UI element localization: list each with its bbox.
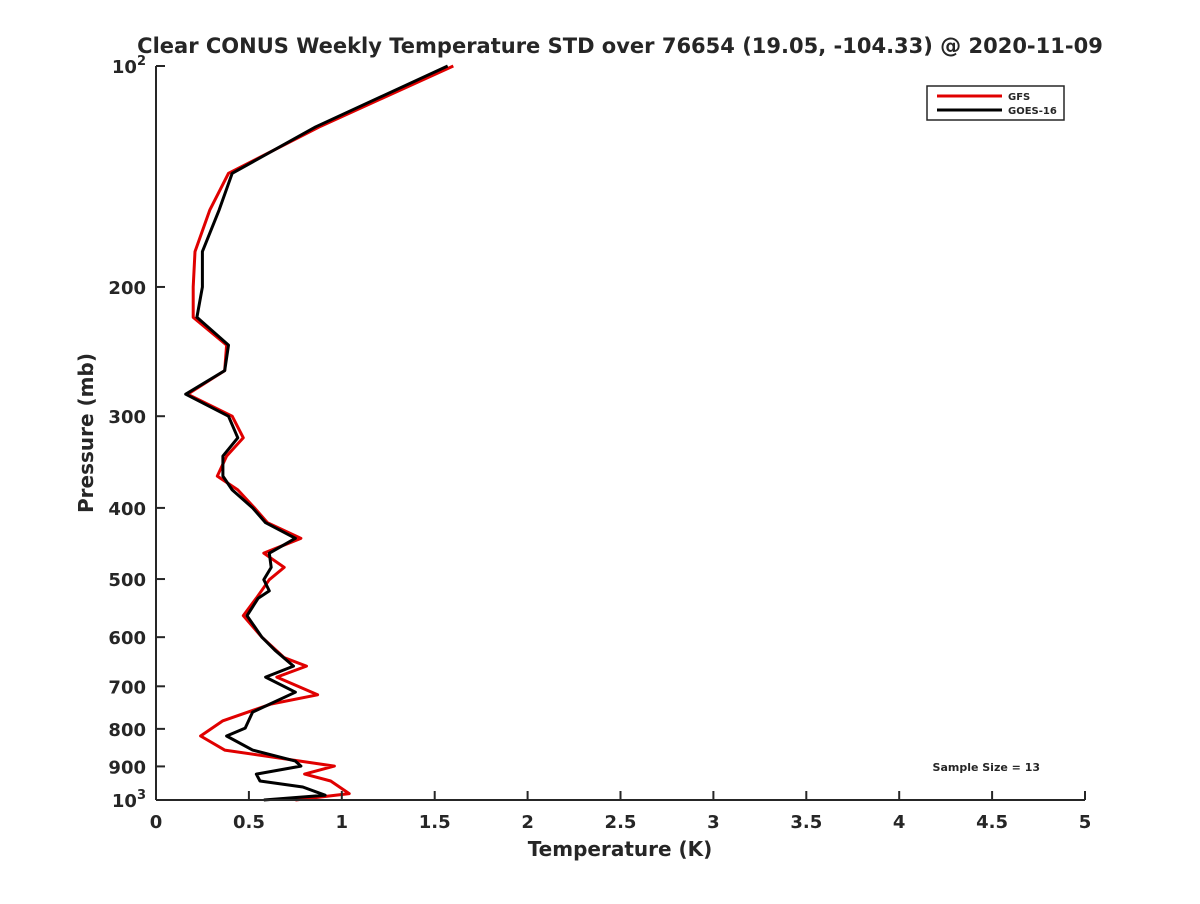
x-tick-label: 4: [893, 812, 906, 833]
legend-label-gfs: GFS: [1008, 92, 1030, 103]
x-tick-label: 4.5: [976, 812, 1008, 833]
y-tick-label: 300: [108, 407, 146, 428]
legend-box: [926, 85, 1065, 121]
y-tick-label: 800: [108, 720, 146, 741]
series-line-goes16: [184, 64, 449, 802]
y-tick-label: 600: [108, 628, 146, 649]
x-tick-label: 3.5: [790, 812, 822, 833]
x-tick-label: 2: [521, 812, 534, 833]
x-tick-label: 0.5: [233, 812, 265, 833]
y-tick-label: 400: [108, 499, 146, 520]
y-axis-label: Pressure (mb): [74, 353, 98, 513]
series-line-gfs: [186, 64, 454, 802]
y-tick-label: 500: [108, 570, 146, 591]
series-layer: [184, 64, 454, 802]
y-tick-label: 102: [112, 54, 146, 78]
y-tick-label: 700: [108, 677, 146, 698]
x-tick-label: 3: [707, 812, 720, 833]
legend-label-goes16: GOES-16: [1008, 106, 1057, 117]
legend: GFS GOES-16: [926, 85, 1065, 121]
y-tick-label: 103: [112, 788, 146, 812]
x-ticks: 0 0.5 1 1.5 2 2.5 3 3.5 4 4.5 5: [150, 791, 1092, 833]
x-tick-label: 0: [150, 812, 163, 833]
sample-size-annotation: Sample Size = 13: [933, 761, 1040, 774]
x-tick-label: 5: [1079, 812, 1092, 833]
chart-title: Clear CONUS Weekly Temperature STD over …: [137, 34, 1103, 58]
x-tick-label: 2.5: [605, 812, 637, 833]
y-tick-label: 900: [108, 757, 146, 778]
x-tick-label: 1: [336, 812, 349, 833]
x-tick-label: 1.5: [419, 812, 451, 833]
y-ticks: 102 200 300 400 500 600 700 800 900 103: [108, 54, 165, 812]
x-axis-label: Temperature (K): [528, 837, 713, 861]
y-tick-label: 200: [108, 278, 146, 299]
